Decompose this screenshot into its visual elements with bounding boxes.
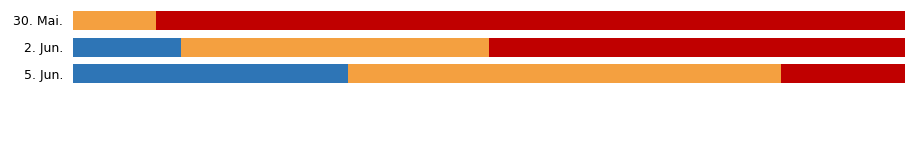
Bar <box>157 11 905 30</box>
Bar <box>348 64 781 84</box>
Bar <box>73 11 157 30</box>
Bar <box>73 64 348 84</box>
Bar <box>781 64 905 84</box>
Bar <box>181 38 490 57</box>
Bar <box>490 38 905 57</box>
Bar <box>73 38 181 57</box>
